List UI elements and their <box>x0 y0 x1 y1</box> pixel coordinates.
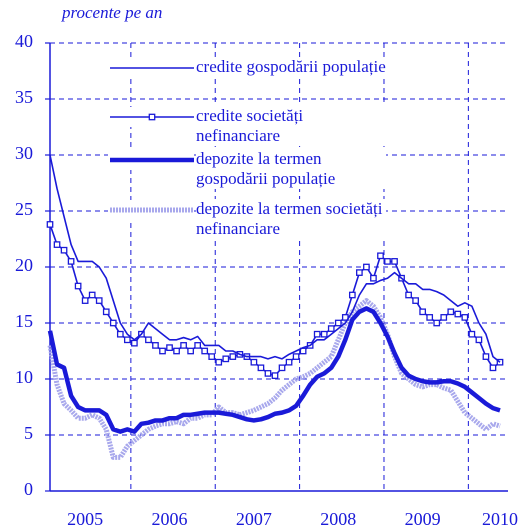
series-marker <box>285 358 293 366</box>
series-marker <box>81 297 89 304</box>
series-marker <box>482 353 490 360</box>
series-marker <box>208 353 216 360</box>
series-marker <box>278 364 286 372</box>
y-tick-label: 30 <box>15 143 33 163</box>
x-tick-label: 2008 <box>320 509 356 529</box>
series-marker <box>201 347 209 355</box>
series-marker <box>370 274 377 282</box>
series-marker <box>468 330 476 338</box>
series-marker <box>384 258 391 265</box>
series-marker <box>173 347 180 355</box>
series-marker <box>60 246 68 254</box>
series-marker <box>187 347 194 355</box>
legend-label: credite societăți nefinanciare <box>196 106 386 146</box>
x-tick-label: 2010 <box>482 509 518 529</box>
series-line <box>49 224 501 377</box>
series-marker <box>194 342 202 349</box>
legend-marker <box>148 113 156 121</box>
series-marker <box>109 319 117 327</box>
series-marker <box>348 291 356 299</box>
series-marker <box>166 344 173 351</box>
series-marker <box>412 297 419 304</box>
series-marker <box>426 314 434 321</box>
series-marker <box>356 269 363 276</box>
series-marker <box>489 364 497 372</box>
series-marker <box>102 308 110 316</box>
series-line <box>47 298 501 460</box>
series-marker <box>250 358 258 366</box>
series-marker <box>377 252 384 260</box>
series-marker <box>116 330 124 338</box>
series-marker <box>320 330 328 338</box>
y-axis-label: procente pe an <box>61 3 162 22</box>
series-marker <box>74 282 82 290</box>
series-marker <box>327 325 335 332</box>
series-marker <box>419 308 427 316</box>
series-marker <box>88 291 96 299</box>
series-marker <box>215 358 223 366</box>
series-marker <box>271 372 279 379</box>
y-tick-label: 40 <box>15 31 33 51</box>
series-marker <box>454 310 462 318</box>
series-marker <box>67 258 75 265</box>
series-marker <box>363 263 370 271</box>
y-tick-label: 10 <box>15 367 33 387</box>
y-tick-label: 35 <box>15 87 33 107</box>
series-line <box>47 306 501 434</box>
series-marker <box>53 241 61 248</box>
series-marker <box>475 336 483 344</box>
series-marker <box>391 258 398 265</box>
y-tick-label: 20 <box>15 255 33 275</box>
series-marker <box>461 314 469 321</box>
legend-label: credite gospodării populație <box>196 57 386 77</box>
y-tick-label: 5 <box>24 423 33 443</box>
series-marker <box>334 319 342 327</box>
series-marker <box>229 353 237 360</box>
series-marker <box>123 336 131 344</box>
x-tick-label: 2009 <box>405 509 441 529</box>
series-marker <box>405 291 412 299</box>
series-marker <box>152 342 159 349</box>
y-tick-label: 0 <box>24 479 33 499</box>
series-marker <box>95 297 103 304</box>
series-marker <box>264 370 272 377</box>
series-marker <box>447 308 455 316</box>
series-marker <box>131 339 138 347</box>
series-marker <box>257 364 265 372</box>
y-tick-label: 25 <box>15 199 33 219</box>
x-tick-label: 2007 <box>236 509 272 529</box>
series-marker <box>159 347 166 355</box>
series-marker <box>46 221 54 228</box>
series-marker <box>292 353 300 360</box>
series-line <box>49 154 501 363</box>
y-tick-label: 15 <box>15 311 33 331</box>
series-marker <box>222 355 230 363</box>
series-marker <box>180 342 187 349</box>
series-marker <box>145 336 152 344</box>
x-tick-label: 2006 <box>152 509 188 529</box>
series-marker <box>433 319 441 327</box>
legend-label: depozite la termen gospodării populație <box>196 149 386 189</box>
series-marker <box>313 330 321 338</box>
x-tick-label: 2005 <box>67 509 103 529</box>
legend-label: depozite la termen societăți nefinanciar… <box>196 199 386 239</box>
series-marker <box>440 314 448 321</box>
